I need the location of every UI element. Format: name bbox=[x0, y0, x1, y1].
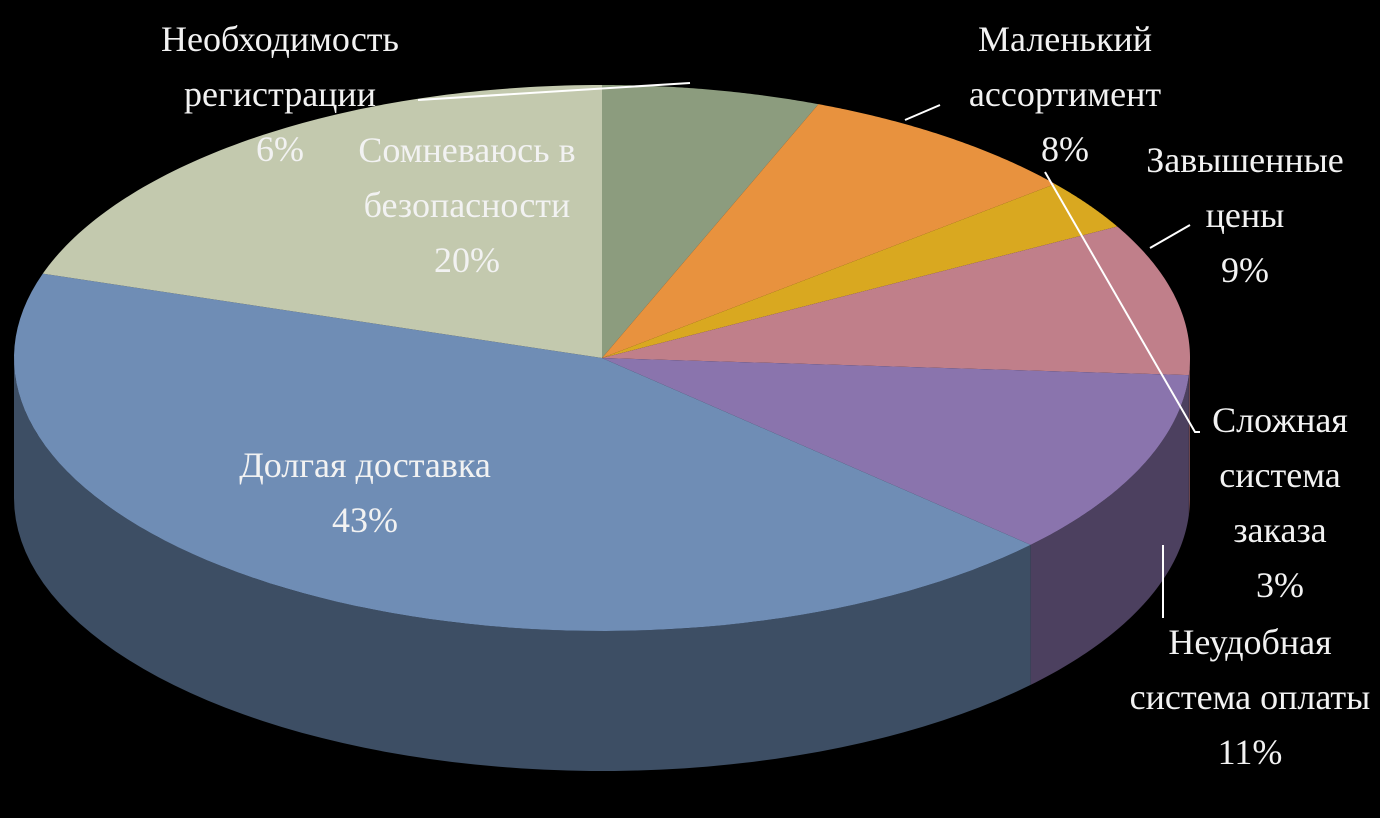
slice-label: Необходимость регистрации 6% bbox=[130, 12, 430, 177]
slice-label: Маленький ассортимент 8% bbox=[915, 12, 1215, 177]
value-label: 11% bbox=[1217, 732, 1283, 772]
slice-side bbox=[1030, 375, 1189, 685]
slice-side bbox=[14, 358, 1031, 771]
slice bbox=[602, 85, 819, 358]
value-label: 6% bbox=[256, 129, 304, 169]
leader-line bbox=[1149, 224, 1191, 249]
value-label: 3% bbox=[1256, 565, 1304, 605]
value-label: 8% bbox=[1041, 129, 1089, 169]
slice bbox=[42, 85, 603, 358]
value-label: 9% bbox=[1221, 250, 1269, 290]
category-label: Сложная система заказа bbox=[1212, 400, 1348, 550]
leader-line bbox=[417, 82, 691, 101]
leader-line bbox=[904, 104, 941, 121]
slice-label: Сомневаюсь в безопасности 20% bbox=[317, 123, 617, 288]
category-label: Необходимость регистрации bbox=[161, 19, 399, 114]
slice bbox=[14, 273, 1031, 631]
value-label: 43% bbox=[332, 500, 398, 540]
category-label: Маленький ассортимент bbox=[968, 19, 1162, 114]
slice-label: Неудобная система оплаты 11% bbox=[1110, 615, 1380, 780]
slice-label: Завышенные цены 9% bbox=[1105, 133, 1380, 298]
slice-label: Сложная система заказа 3% bbox=[1185, 393, 1375, 613]
slice bbox=[602, 226, 1190, 376]
category-label: Неудобная система оплаты bbox=[1129, 622, 1371, 717]
slice-side bbox=[1188, 358, 1190, 516]
category-label: Долгая доставка bbox=[239, 445, 491, 485]
category-label: Завышенные цены bbox=[1146, 140, 1344, 235]
slice-label: Долгая доставка 43% bbox=[215, 438, 515, 548]
value-label: 20% bbox=[434, 240, 500, 280]
slice bbox=[602, 358, 1189, 545]
slice bbox=[602, 183, 1118, 358]
category-label: Сомневаюсь в безопасности bbox=[358, 130, 576, 225]
slice bbox=[602, 104, 1056, 358]
leader-line bbox=[1044, 171, 1200, 433]
